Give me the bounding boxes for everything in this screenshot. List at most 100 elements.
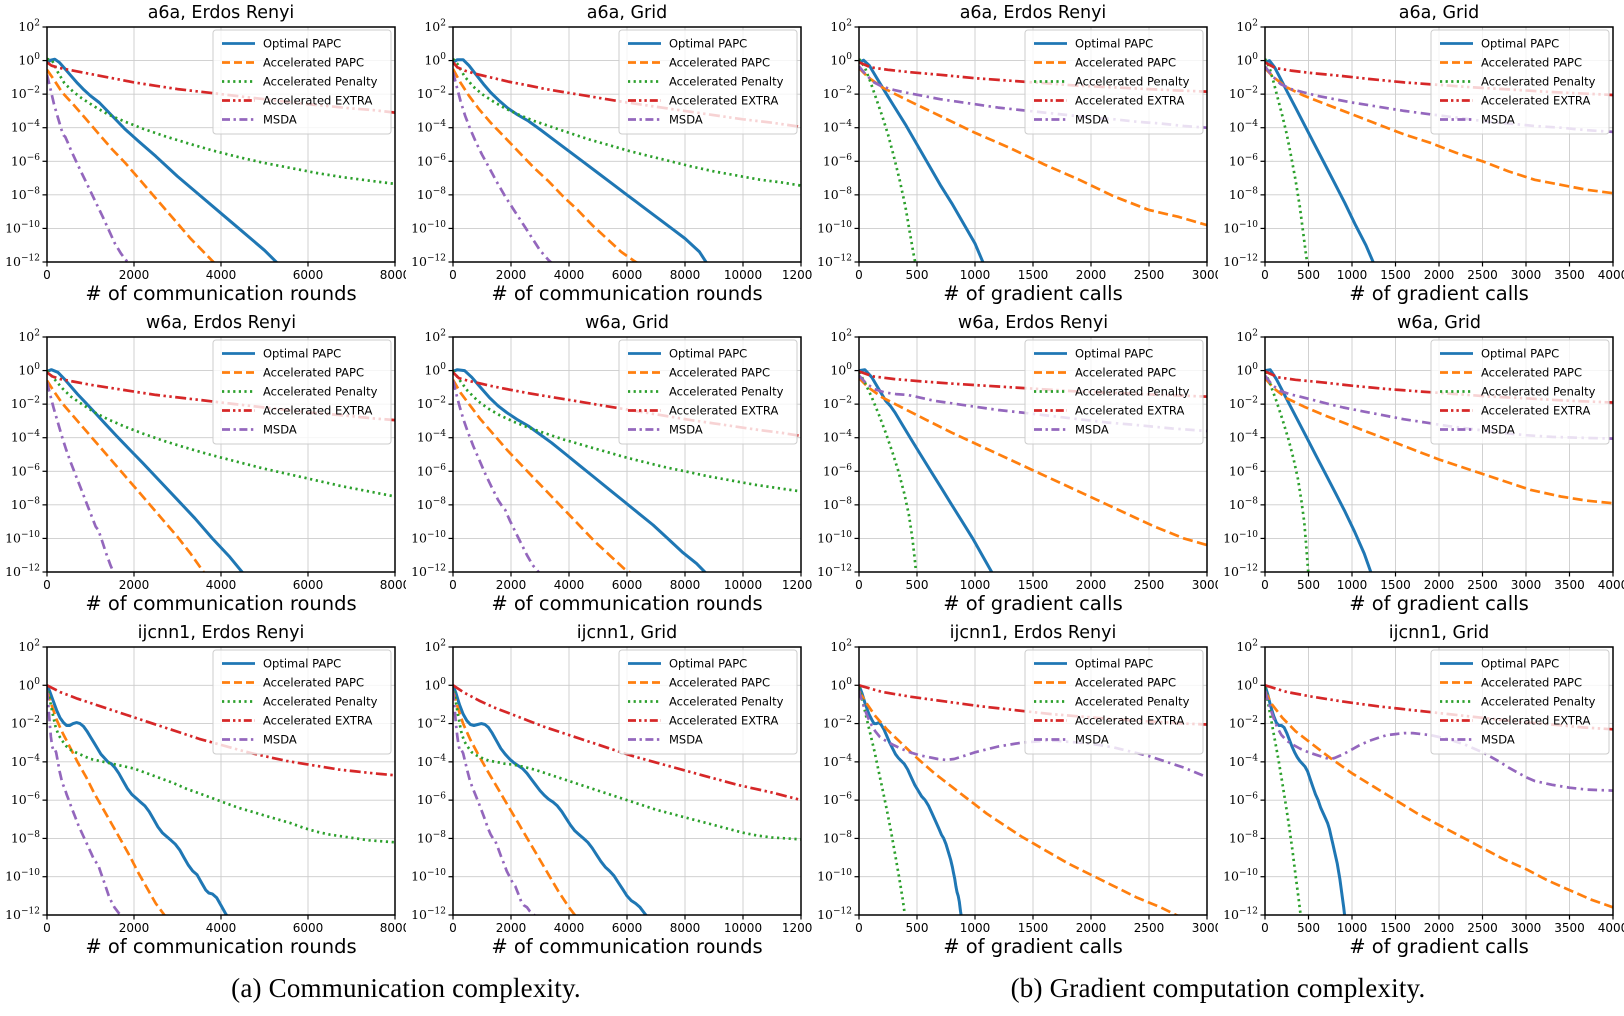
subplot-9: Optimal PAPC Accelerated PAPC Accelerated …: [411, 623, 812, 958]
y-tick-label: 10−8: [1229, 830, 1258, 846]
legend-label: Accelerated PAPC: [263, 676, 364, 690]
series-line-accelerated_penalty: [47, 369, 395, 498]
x-tick-label: 2000: [119, 578, 150, 592]
legend-label: Accelerated EXTRA: [1481, 714, 1590, 728]
y-tick-label: 10−4: [417, 429, 446, 445]
x-tick-label: 12000: [782, 268, 812, 282]
series-group: [859, 58, 1207, 262]
y-tick-label: 10−8: [823, 830, 852, 846]
subplot-title: ijcnn1, Grid: [1389, 623, 1490, 643]
subplot-title: a6a, Grid: [587, 3, 667, 23]
y-tick-label: 10−10: [1223, 530, 1258, 546]
legend-label: Accelerated EXTRA: [1481, 404, 1590, 418]
series-line-msda: [47, 690, 123, 915]
y-tick-label: 10−8: [1229, 186, 1258, 202]
legend-label: Accelerated Penalty: [263, 385, 378, 399]
series-line-msda: [453, 380, 541, 572]
x-axis-label: # of communication rounds: [491, 592, 762, 615]
x-tick-label: 3000: [1192, 578, 1218, 592]
x-tick-label: 0: [449, 578, 457, 592]
series-group: [47, 368, 395, 572]
subplot-cell-5: Optimal PAPC Accelerated PAPC Accelerated …: [406, 310, 812, 620]
series-group: [453, 368, 801, 572]
x-tick-label: 6000: [612, 578, 643, 592]
series-line-accelerated_papc: [859, 377, 1207, 547]
series-line-accelerated_penalty: [1265, 686, 1302, 915]
y-tick-label: 102: [424, 329, 446, 345]
y-tick-label: 10−6: [823, 792, 852, 808]
subplot-cell-2: Optimal PAPC Accelerated PAPC Accelerated …: [812, 0, 1218, 310]
x-tick-label: 0: [1261, 921, 1269, 935]
series-line-accelerated_papc: [453, 379, 632, 572]
x-tick-label: 1500: [1380, 578, 1411, 592]
legend-label: MSDA: [263, 733, 297, 747]
axis-ticks: 0 500 1000 1500 2000 2500 3000 102 100 10−2 10−4 10…: [817, 639, 1218, 936]
y-tick-label: 102: [1236, 19, 1258, 35]
y-tick-label: 10−8: [823, 496, 852, 512]
x-tick-label: 1500: [1018, 578, 1049, 592]
legend: Optimal PAPC Accelerated PAPC Accelerated …: [618, 29, 798, 135]
series-line-accelerated_papc: [47, 69, 216, 262]
x-tick-label: 4000: [206, 268, 237, 282]
axis-ticks: 0 500 1000 1500 2000 2500 3000 3500 4000 102 100 10…: [1223, 639, 1624, 936]
x-tick-label: 1000: [1337, 578, 1368, 592]
y-tick-label: 102: [1236, 639, 1258, 655]
subplot-title: w6a, Grid: [585, 313, 669, 333]
y-tick-label: 10−6: [823, 463, 852, 479]
legend-label: Optimal PAPC: [263, 657, 341, 671]
y-tick-label: 10−6: [1229, 153, 1258, 169]
legend-label: Accelerated EXTRA: [263, 94, 372, 108]
x-tick-label: 3000: [1192, 268, 1218, 282]
series-line-accelerated_penalty: [453, 685, 801, 841]
series-line-optimal_papc: [453, 684, 648, 915]
legend-label: Accelerated EXTRA: [669, 714, 778, 728]
x-tick-label: 2000: [1424, 578, 1455, 592]
x-tick-label: 500: [906, 921, 929, 935]
x-tick-label: 10000: [724, 921, 762, 935]
series-line-optimal_papc: [453, 58, 708, 262]
legend-label: Optimal PAPC: [263, 347, 341, 361]
y-tick-label: 102: [18, 19, 40, 35]
x-tick-label: 2000: [496, 268, 527, 282]
legend-label: Accelerated Penalty: [1075, 695, 1190, 709]
x-tick-label: 6000: [612, 268, 643, 282]
y-tick-label: 102: [18, 329, 40, 345]
legend: Optimal PAPC Accelerated PAPC Accelerated …: [618, 339, 798, 445]
legend-label: Accelerated Penalty: [669, 385, 784, 399]
y-tick-label: 10−10: [5, 530, 40, 546]
x-tick-label: 12000: [782, 921, 812, 935]
y-tick-label: 10−12: [411, 564, 446, 580]
legend-box: [1430, 649, 1610, 755]
subplot-cell-8: Optimal PAPC Accelerated PAPC Accelerated …: [0, 620, 406, 960]
series-line-optimal_papc: [1265, 684, 1347, 915]
subplot-10: Optimal PAPC Accelerated PAPC Accelerated …: [817, 623, 1218, 958]
x-tick-label: 8000: [380, 921, 406, 935]
x-tick-label: 10000: [724, 268, 762, 282]
subplot-cell-9: Optimal PAPC Accelerated PAPC Accelerated …: [406, 620, 812, 960]
legend-label: MSDA: [1481, 423, 1515, 437]
x-tick-label: 2000: [119, 921, 150, 935]
x-tick-label: 8000: [670, 921, 701, 935]
x-tick-label: 500: [1297, 268, 1320, 282]
x-axis-label: # of gradient calls: [1349, 282, 1529, 305]
y-tick-label: 10−8: [11, 186, 40, 202]
x-tick-label: 2000: [496, 578, 527, 592]
series-line-optimal_papc: [1265, 368, 1373, 572]
legend: Optimal PAPC Accelerated PAPC Accelerated …: [212, 649, 392, 755]
legend-box: [212, 339, 392, 445]
legend-label: MSDA: [1075, 733, 1109, 747]
series-line-accelerated_papc: [47, 690, 167, 915]
legend-label: MSDA: [669, 113, 703, 127]
series-line-accelerated_extra: [859, 684, 1207, 726]
axis-ticks: 0 2000 4000 6000 8000 10000 12000 102 100 10−2 10−…: [411, 639, 812, 936]
x-tick-label: 2000: [1424, 268, 1455, 282]
y-tick-label: 10−8: [417, 186, 446, 202]
y-tick-label: 10−4: [11, 119, 40, 135]
y-tick-label: 10−8: [823, 186, 852, 202]
series-line-accelerated_extra: [453, 371, 801, 438]
y-tick-label: 100: [424, 677, 446, 693]
x-tick-label: 10000: [724, 578, 762, 592]
y-tick-label: 100: [830, 52, 852, 68]
series-line-accelerated_papc: [453, 690, 577, 915]
